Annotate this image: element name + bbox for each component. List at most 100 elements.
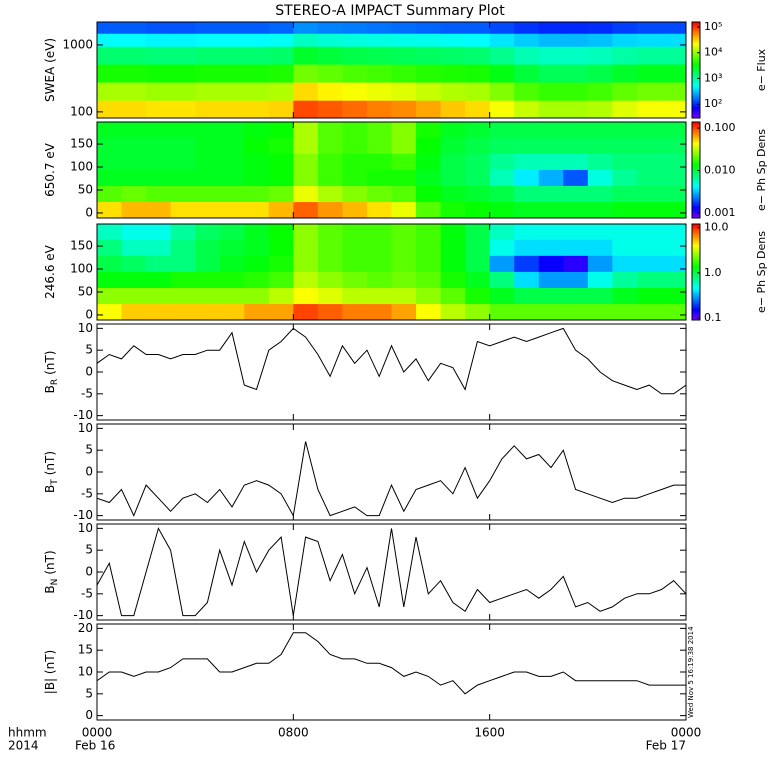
spectrogram-cell — [195, 22, 221, 34]
spectrogram-cell — [661, 239, 686, 256]
panel — [97, 327, 686, 395]
colorbar-step — [692, 180, 700, 183]
data-line — [97, 327, 686, 395]
colorbar-step — [692, 170, 700, 173]
spectrogram-cell — [366, 46, 393, 65]
colorbar-step — [692, 188, 700, 191]
y-tick-label: -10 — [73, 408, 93, 422]
spectrogram-cell — [97, 153, 123, 170]
spectrogram-cell — [563, 46, 589, 65]
spectrogram-cell — [612, 271, 638, 288]
spectrogram-cell — [317, 255, 344, 272]
spectrogram-cell — [514, 224, 540, 240]
colorbar-step — [692, 158, 700, 161]
spectrogram-cell — [195, 33, 221, 47]
spectrogram-cell — [612, 122, 638, 138]
spectrogram-cell — [121, 153, 147, 170]
y-axis-label: BR (nT) — [43, 351, 60, 394]
spectrogram-cell — [416, 201, 442, 218]
colorbar-tick-label: 0.010 — [704, 164, 736, 177]
y-tick-label: 0 — [85, 708, 93, 722]
colorbar-step — [692, 50, 700, 53]
spectrogram-cell — [244, 239, 270, 256]
colorbar-step — [692, 298, 700, 301]
spectrogram-cell — [244, 169, 270, 186]
y-tick-label: 100 — [70, 160, 93, 174]
spectrogram-cell — [440, 33, 466, 47]
colorbar-step — [692, 96, 700, 99]
y-axis-label-text: B — [43, 485, 57, 493]
spectrogram-cell — [195, 287, 221, 305]
spectrogram-cell — [489, 22, 515, 34]
spectrogram-cell — [465, 185, 491, 203]
spectrogram-cell — [366, 185, 393, 203]
spectrogram-cell — [293, 63, 319, 83]
colorbar-step — [692, 164, 700, 167]
panel-frame — [96, 223, 687, 321]
colorbar-step — [692, 184, 700, 187]
colorbar-step — [692, 198, 700, 201]
spectrogram-cell — [121, 239, 147, 256]
colorbar-step — [692, 40, 700, 43]
spectrogram-cell — [342, 46, 368, 65]
colorbar-step — [692, 82, 700, 85]
spectrogram-cell — [244, 100, 270, 118]
spectrogram-cell — [391, 271, 417, 288]
spectrogram-cell — [268, 303, 294, 320]
colorbar-step — [692, 290, 700, 293]
spectrogram-cell — [121, 271, 147, 288]
spectrogram-cell — [612, 33, 638, 47]
spectrogram-cell — [268, 137, 294, 154]
spectrogram-cell — [366, 169, 393, 186]
spectrogram-cell — [195, 81, 221, 101]
spectrogram-cell — [465, 255, 491, 272]
spectrogram-cell — [636, 224, 663, 240]
spectrogram-cell — [612, 100, 638, 118]
colorbar-label: e− Ph Sp Dens — [755, 231, 768, 313]
spectrogram-cell — [514, 239, 540, 256]
y-tick-label: 15 — [78, 643, 93, 657]
y-tick-label: 10 — [78, 321, 93, 335]
spectrogram-cell — [416, 287, 442, 305]
colorbar-step — [692, 60, 700, 63]
spectrogram-cell — [293, 185, 319, 203]
spectrogram-cell — [268, 224, 294, 240]
y-axis-label-unit: (nT) — [43, 351, 57, 375]
spectrogram-cell — [317, 224, 344, 240]
spectrogram-cell — [97, 271, 123, 288]
spectrogram-cell — [121, 122, 147, 138]
spectrogram-cell — [391, 100, 417, 118]
spectrogram-cell — [563, 224, 589, 240]
spectrogram-cell — [391, 303, 417, 320]
spectrogram-cell — [587, 46, 613, 65]
colorbar-step — [692, 86, 700, 89]
colorbar-step — [692, 268, 700, 271]
spectrogram-cell — [366, 201, 393, 218]
spectrogram-cell — [146, 255, 172, 272]
spectrogram-cell — [587, 22, 613, 34]
spectrogram-cell — [514, 153, 540, 170]
spectrogram-cell — [636, 122, 663, 138]
spectrogram-cell — [244, 224, 270, 240]
colorbar-step — [692, 280, 700, 283]
spectrogram-cell — [563, 137, 589, 154]
spectrogram-cell — [587, 100, 613, 118]
spectrogram-cell — [489, 33, 515, 47]
spectrogram-cell — [170, 100, 196, 118]
spectrogram-cell — [416, 303, 442, 320]
spectrogram-cell — [416, 100, 442, 118]
spectrogram-cell — [391, 33, 417, 47]
spectrogram-cell — [538, 224, 564, 240]
colorbar-step — [692, 108, 700, 111]
spectrogram-cell — [342, 153, 368, 170]
colorbar-step — [692, 246, 700, 249]
spectrogram-cell — [391, 287, 417, 305]
spectrogram-cell — [489, 224, 515, 240]
spectrogram-cell — [244, 122, 270, 138]
spectrogram-cell — [244, 185, 270, 203]
spectrogram-cell — [146, 22, 172, 34]
colorbar-step — [692, 148, 700, 151]
spectrogram-cell — [391, 81, 417, 101]
colorbar-step — [692, 256, 700, 259]
